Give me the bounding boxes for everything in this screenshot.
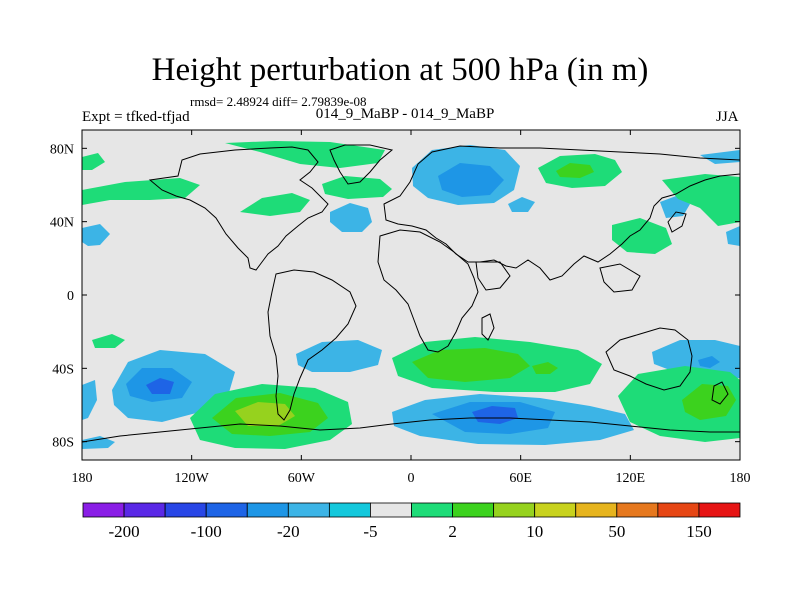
contour-negative	[438, 163, 504, 197]
season-label: JJA	[716, 109, 739, 125]
colorbar-label: -5	[363, 522, 377, 541]
x-tick-label: 180	[72, 471, 93, 486]
y-tick-label: 40S	[52, 362, 74, 377]
x-tick-label: 0	[408, 471, 415, 486]
x-axis: 180 120W 60W 0 60E 120E 180	[72, 130, 751, 486]
stats-text: rmsd= 2.48924 diff= 2.79839e-08	[190, 94, 367, 109]
case-label: 014_9_MaBP - 014_9_MaBP	[315, 106, 495, 122]
colorbar-label: -100	[191, 522, 222, 541]
x-tick-label: 120W	[175, 471, 210, 486]
contour-negative	[82, 224, 110, 246]
colorbar-swatch	[82, 502, 125, 518]
colorbar-label: 2	[448, 522, 457, 541]
colorbar-swatch	[575, 502, 618, 518]
contour-negative	[82, 436, 115, 449]
coastline-greenland	[329, 144, 394, 185]
contour-negative	[330, 203, 372, 232]
coastline-antarctica	[82, 417, 740, 443]
chart-title: Height perturbation at 500 hPa (in m)	[151, 52, 649, 88]
y-axis: 80N 40N 0 40S 80S	[50, 142, 740, 451]
contour-negative	[698, 356, 720, 368]
experiment-label: Expt = tfked-tfjad	[82, 109, 190, 125]
contour-positive	[82, 178, 200, 205]
contour-positive	[240, 193, 310, 216]
coastline-new-zealand	[711, 381, 729, 405]
x-tick-label: 60W	[288, 471, 316, 486]
contour-negative	[296, 340, 382, 372]
y-tick-label: 40N	[50, 216, 74, 231]
colorbar-swatch	[698, 502, 741, 518]
coastline-arabia	[475, 261, 511, 291]
contour-negative	[508, 197, 535, 212]
colorbar-label: 10	[526, 522, 543, 541]
contour-negative	[660, 196, 690, 218]
contour-positive	[92, 334, 125, 348]
colorbar-swatch	[205, 502, 248, 518]
colorbar-swatch	[370, 502, 412, 518]
coastline-south-america	[267, 269, 357, 421]
colorbar-label: -200	[108, 522, 139, 541]
contour-positive	[235, 402, 295, 426]
contour-negative	[472, 406, 518, 424]
coastline-madagascar	[481, 313, 495, 341]
colorbar-swatch	[246, 502, 289, 518]
coastline-southeast-asia	[599, 263, 641, 293]
coastline-north-america	[148, 146, 329, 271]
colorbar-swatch	[493, 502, 536, 518]
coastline-japan	[667, 211, 687, 233]
colorbar-swatch	[657, 502, 700, 518]
contour-positive	[612, 218, 672, 254]
colorbar-swatch	[287, 502, 330, 518]
contour-negative	[146, 378, 174, 394]
contour-positive	[322, 176, 392, 199]
y-tick-label: 80S	[52, 436, 74, 451]
contour-positive	[225, 141, 385, 168]
contour-positive	[532, 362, 558, 374]
contour-negative	[700, 150, 740, 164]
colorbar-label: 50	[608, 522, 625, 541]
x-tick-label: 180	[730, 471, 751, 486]
colorbar-label: -20	[277, 522, 300, 541]
contour-positive	[662, 174, 740, 226]
contour-negative	[82, 380, 97, 420]
contour-negative	[726, 226, 740, 246]
colorbar-swatch	[616, 502, 659, 518]
colorbar-swatch	[411, 502, 453, 518]
contour-fields	[82, 141, 740, 449]
x-tick-label: 120E	[616, 471, 646, 486]
colorbar-swatch	[123, 502, 166, 518]
colorbar: -200 -100 -20 -5 2 10 50 150	[82, 502, 741, 541]
colorbar-label: 150	[686, 522, 712, 541]
y-tick-label: 80N	[50, 142, 74, 157]
coastline-africa	[377, 229, 479, 353]
colorbar-swatch	[164, 502, 207, 518]
coastlines	[82, 144, 740, 443]
contour-positive	[82, 153, 105, 170]
coastline-australia	[605, 327, 693, 391]
contour-positive	[682, 384, 736, 420]
contour-positive	[412, 348, 530, 382]
colorbar-swatch	[328, 502, 371, 518]
y-tick-label: 0	[67, 289, 74, 304]
contour-positive	[556, 163, 594, 178]
colorbar-swatch	[452, 502, 495, 518]
colorbar-swatch	[534, 502, 577, 518]
x-tick-label: 60E	[509, 471, 532, 486]
